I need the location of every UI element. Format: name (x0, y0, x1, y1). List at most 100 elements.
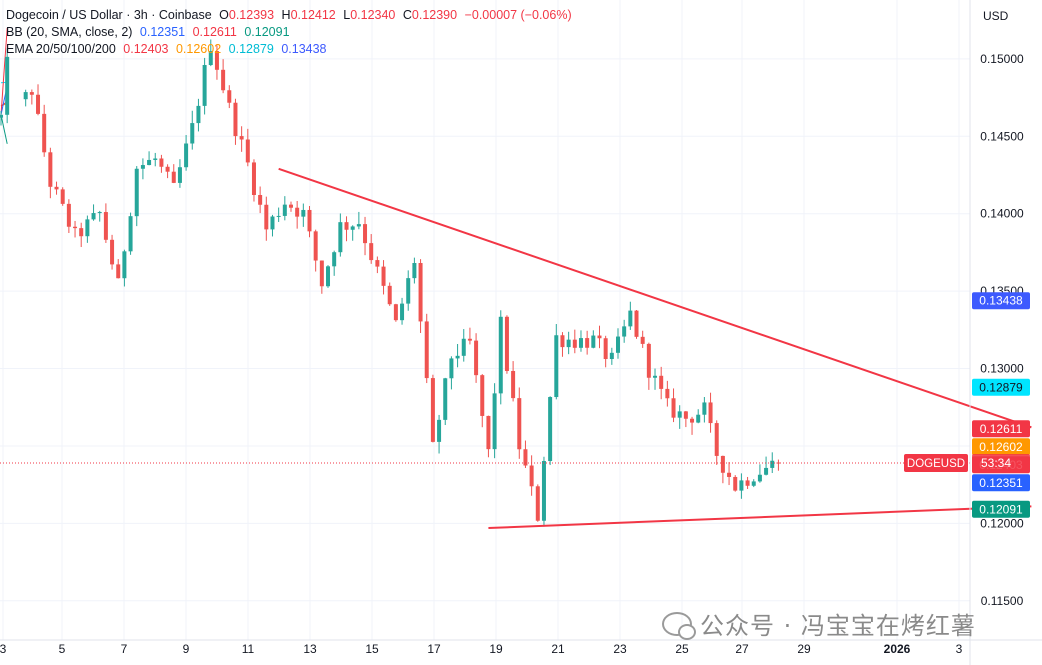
candle (609, 347, 614, 365)
price-tag-bg (972, 420, 1030, 438)
candle-body (363, 224, 368, 244)
candle (443, 377, 448, 426)
legend-ema-row[interactable]: EMA 20/50/100/200 0.12403 0.12602 0.1287… (6, 41, 331, 58)
candle-body (165, 166, 170, 172)
candle (85, 215, 90, 243)
candle-body (535, 486, 540, 521)
bb-basis-value: 0.12351 (139, 25, 186, 39)
candle-body (430, 378, 435, 442)
candle (363, 216, 368, 256)
candle (350, 225, 355, 241)
candle (529, 455, 534, 496)
candle (202, 57, 207, 115)
candle-body (443, 378, 448, 420)
candle-body (159, 158, 164, 167)
candle-body (73, 226, 78, 229)
x-tick-label: 29 (797, 642, 811, 656)
candle (745, 476, 750, 490)
candle-body (467, 338, 472, 341)
candle-body (745, 480, 750, 486)
candle-body (628, 310, 633, 327)
candle-body (609, 352, 614, 360)
y-tick-label: 0.13000 (980, 362, 1024, 376)
legend-symbol-row: Dogecoin / US Dollar · 3h · Coinbase O0.… (6, 7, 576, 24)
candle (177, 159, 182, 188)
candle (739, 473, 744, 499)
candle (23, 89, 28, 107)
candle (227, 85, 232, 109)
candle (147, 151, 152, 166)
candle-body (677, 411, 682, 418)
candle-body (486, 415, 491, 450)
candle-body (214, 51, 219, 70)
candle (764, 456, 769, 476)
candle-body (727, 472, 732, 477)
candle (616, 328, 620, 359)
watermark-text: 公众号 · 冯宝宝在烤红薯 (700, 612, 976, 640)
candle (498, 310, 503, 405)
candle (116, 259, 121, 279)
candle (54, 181, 59, 195)
y-tick-label: 0.14000 (980, 207, 1024, 221)
candle (184, 135, 189, 171)
candle-body (480, 375, 485, 416)
candle-body (5, 56, 10, 115)
candle-body (739, 480, 744, 491)
candle-body (110, 239, 115, 265)
bb-upper-value: 0.12611 (192, 25, 237, 39)
candle (406, 270, 411, 311)
candle (375, 256, 380, 274)
candle-body (560, 335, 565, 348)
candle (400, 297, 405, 325)
x-tick-label: 11 (242, 642, 255, 656)
candle (597, 325, 602, 349)
candle-body (301, 209, 306, 217)
candle-body (696, 414, 701, 423)
x-tick-label: 17 (427, 642, 441, 656)
candle (282, 196, 287, 221)
candle (196, 98, 201, 132)
candle-body (208, 51, 213, 66)
candle-body (653, 375, 658, 378)
candle (486, 415, 491, 458)
candle (393, 303, 398, 322)
x-tick-label: 15 (365, 642, 379, 656)
ema20-value: 0.12403 (123, 42, 169, 56)
candle-body (356, 224, 361, 227)
candle (91, 204, 96, 221)
candle (264, 196, 269, 241)
candle (66, 199, 71, 233)
candle-body (554, 335, 559, 398)
candle (73, 220, 78, 238)
currency-label[interactable]: USD (983, 9, 1009, 23)
candle (122, 249, 127, 287)
candle-body (79, 228, 84, 237)
candle-body (708, 402, 713, 424)
bb-label: BB (20, SMA, close, 2) (6, 25, 133, 39)
candle-body (640, 336, 645, 344)
candle (313, 229, 318, 272)
candle-body (381, 266, 386, 286)
symbol-title: Dogecoin / US Dollar · 3h · Coinbase (6, 8, 212, 22)
candle-body (597, 335, 602, 339)
candle (208, 39, 213, 67)
candle (288, 201, 293, 212)
price-tag-bg (972, 378, 1030, 396)
candle-body (245, 139, 250, 163)
x-tick-label: 21 (551, 642, 565, 656)
y-tick-label: 0.15000 (980, 52, 1024, 66)
ohlc-high: H0.12412 (281, 8, 336, 22)
candle-body (492, 393, 497, 450)
candle-body (690, 418, 695, 423)
candle (270, 214, 275, 237)
candle-body (319, 260, 324, 287)
candle (733, 475, 738, 492)
candle-body (572, 339, 577, 348)
candle (714, 420, 719, 465)
candle-body (591, 335, 596, 348)
candle-body (66, 203, 71, 227)
candle (646, 342, 651, 390)
legend-bb-row[interactable]: BB (20, SMA, close, 2) 0.12351 0.12611 0… (6, 24, 294, 41)
candle (591, 330, 596, 349)
